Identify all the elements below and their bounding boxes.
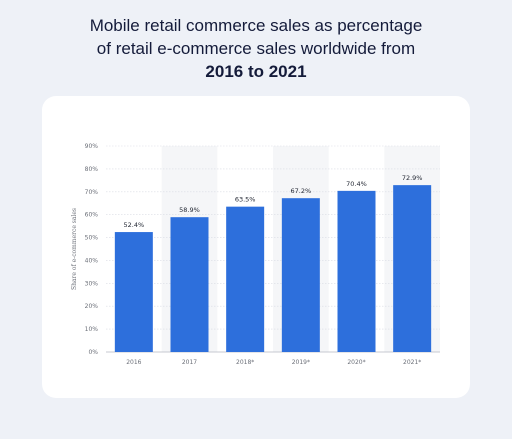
- y-tick-label: 20%: [85, 303, 99, 310]
- bar: [393, 185, 432, 352]
- y-tick-label: 70%: [85, 189, 99, 196]
- y-tick-label: 0%: [88, 349, 98, 356]
- y-tick-label: 60%: [85, 212, 99, 219]
- x-tick-label: 2020*: [347, 359, 365, 366]
- bar: [337, 190, 376, 352]
- bar-value-label: 52.4%: [124, 221, 145, 229]
- y-tick-label: 80%: [85, 166, 99, 173]
- y-tick-label: 30%: [85, 280, 99, 287]
- bar-value-label: 70.4%: [346, 180, 367, 188]
- title-line-1: Mobile retail commerce sales as percenta…: [89, 16, 423, 35]
- x-tick-label: 2016: [126, 359, 141, 366]
- chart-card: 0% 10% 20% 30% 40% 50% 60% 70% 80% 90% Share of e-…: [42, 96, 470, 398]
- x-tick-label: 2017: [182, 359, 197, 366]
- bar-value-label: 67.2%: [291, 187, 312, 195]
- bar-value-label: 58.9%: [179, 206, 200, 214]
- x-tick-label: 2021*: [403, 359, 421, 366]
- bar-value-label: 63.5%: [235, 196, 256, 204]
- bar: [226, 206, 265, 352]
- y-tick-label: 90%: [85, 143, 99, 150]
- bar: [170, 217, 209, 352]
- y-tick-label: 50%: [85, 235, 99, 242]
- y-axis-label: Share of e-commerce sales: [71, 208, 78, 290]
- y-tick-label: 10%: [85, 326, 99, 333]
- bar-value-label: 72.9%: [402, 174, 423, 182]
- chart-title: Mobile retail commerce sales as percenta…: [0, 14, 512, 83]
- y-tick-label: 40%: [85, 257, 99, 264]
- title-line-2: of retail e-commerce sales worldwide fro…: [96, 39, 416, 58]
- bar: [114, 232, 153, 352]
- x-tick-label: 2019*: [292, 359, 310, 366]
- x-tick-label: 2018*: [236, 359, 254, 366]
- bar: [281, 198, 320, 352]
- title-line-3: 2016 to 2021: [205, 62, 307, 81]
- bar-chart: 0% 10% 20% 30% 40% 50% 60% 70% 80% 90% Share of e-…: [71, 143, 440, 366]
